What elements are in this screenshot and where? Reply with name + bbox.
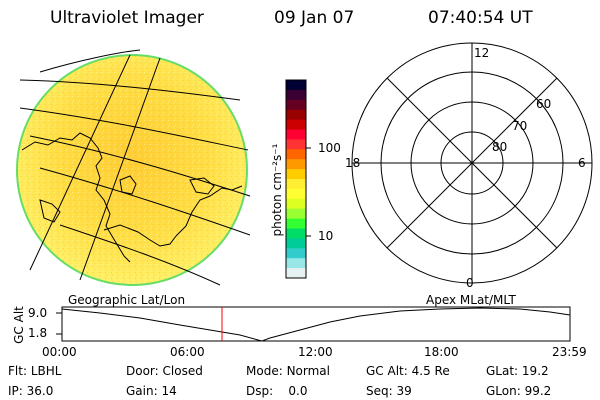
- colorbar-segment: [286, 268, 306, 279]
- ip-value: 36.0: [26, 384, 54, 398]
- ip-status: IP: 36.0: [8, 384, 53, 398]
- seq-label: Seq:: [366, 384, 393, 398]
- mode-label: Mode:: [246, 364, 283, 378]
- glat-label: GLat:: [486, 364, 519, 378]
- gcalt-label: GC Alt:: [366, 364, 408, 378]
- colorbar-segment: [286, 139, 306, 150]
- instrument-title: Ultraviolet Imager: [50, 8, 204, 28]
- colorbar-segment: [286, 179, 306, 190]
- seq-value: 39: [396, 384, 412, 398]
- time-label: 07:40:54 UT: [428, 8, 533, 28]
- colorbar-segment: [286, 198, 306, 210]
- colorbar-segment: [286, 159, 306, 170]
- glat-status: GLat: 19.2: [486, 364, 549, 378]
- timeline-xtick-1800: 18:00: [424, 345, 459, 359]
- seq-status: Seq: 39: [366, 384, 412, 398]
- colorbar-segment: [286, 248, 306, 259]
- apex-label: Apex MLat/MLT: [426, 293, 516, 307]
- timeline-ytick-top: 9.0: [28, 306, 48, 320]
- door-label: Door:: [126, 364, 159, 378]
- timeline-xtick-0600: 06:00: [170, 345, 205, 359]
- timeline-xtick-2359: 23:59: [552, 345, 587, 359]
- mode-status: Mode: Normal: [246, 364, 330, 378]
- colorbar-segment: [286, 228, 306, 239]
- mlt-label-18: 18: [345, 156, 361, 170]
- colorbar-segment: [286, 238, 306, 249]
- colorbar-segment: [286, 109, 306, 121]
- mlat-label-70: 70: [512, 119, 528, 133]
- mlt-label-12: 12: [474, 46, 490, 60]
- gain-label: Gain:: [126, 384, 158, 398]
- colorbar-segment: [286, 149, 306, 160]
- timeline-ytick-bottom: 1.8: [28, 326, 48, 340]
- glat-value: 19.2: [521, 364, 549, 378]
- gcalt-status: GC Alt: 4.5 Re: [366, 364, 450, 378]
- dsp-status: Dsp: 0.0: [246, 384, 308, 398]
- gcalt-value: 4.5 Re: [411, 364, 450, 378]
- colorbar-segment: [286, 119, 306, 130]
- mlt-label-0: 0: [466, 276, 474, 290]
- colorbar-segment: [286, 99, 306, 111]
- dsp-label: Dsp:: [246, 384, 274, 398]
- mlat-label-60: 60: [536, 97, 552, 111]
- polar-plot: [351, 42, 593, 284]
- timeline-xtick-0000: 00:00: [42, 345, 77, 359]
- gain-status: Gain: 14: [126, 384, 177, 398]
- glon-value: 99.2: [524, 384, 552, 398]
- glon-status: GLon: 99.2: [486, 384, 551, 398]
- colorbar-tick-100: 100: [318, 141, 341, 155]
- colorbar-tick-10: 10: [318, 229, 334, 243]
- gain-value: 14: [161, 384, 177, 398]
- timeline-axis-label: GC Alt: [12, 306, 26, 344]
- colorbar-segment: [286, 258, 306, 269]
- colorbar-border: [285, 79, 307, 279]
- colorbar-segment: [286, 169, 306, 180]
- ip-label: IP:: [8, 384, 23, 398]
- date-label: 09 Jan 07: [274, 8, 355, 28]
- door-status: Door: Closed: [126, 364, 203, 378]
- glon-label: GLon:: [486, 384, 521, 398]
- colorbar-segment: [286, 208, 306, 220]
- timeline-xtick-1200: 12:00: [298, 345, 333, 359]
- colorbar-segment: [286, 218, 306, 229]
- colorbar-segment: [286, 129, 306, 140]
- filter-label: Flt:: [8, 364, 27, 378]
- dsp-value: 0.0: [288, 384, 308, 398]
- colorbar-segment: [286, 89, 306, 101]
- mode-value: Normal: [286, 364, 330, 378]
- filter-value: LBHL: [30, 364, 62, 378]
- mlt-label-6: 6: [578, 156, 586, 170]
- colorbar-segment: [286, 80, 306, 91]
- uv-image: [16, 49, 251, 286]
- color-scale-bar: [285, 79, 311, 279]
- colorbar-segment: [286, 188, 306, 200]
- door-value: Closed: [162, 364, 203, 378]
- altitude-timeline: [56, 306, 571, 342]
- mlat-label-80: 80: [492, 140, 508, 154]
- colorbar-unit-label: photon cm⁻²s⁻¹: [270, 143, 284, 237]
- geographic-label: Geographic Lat/Lon: [68, 293, 186, 307]
- filter-status: Flt: LBHL: [8, 364, 61, 378]
